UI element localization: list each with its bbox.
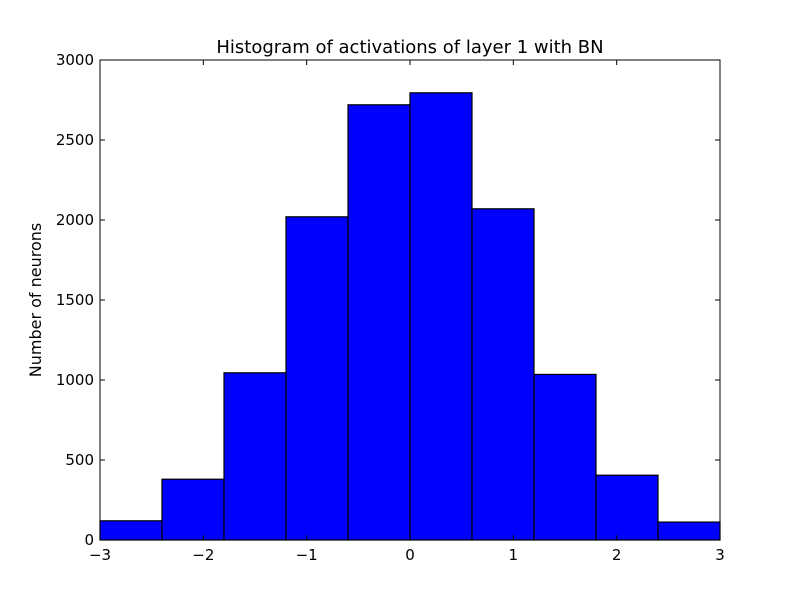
x-tick-label: 0: [405, 546, 415, 564]
histogram-bar: [533, 373, 597, 541]
y-tick-label: 500: [65, 451, 94, 469]
y-tick-label: 1000: [56, 371, 94, 389]
x-tick-label: 3: [715, 546, 725, 564]
y-tick-label: 2000: [56, 211, 94, 229]
histogram-bar: [347, 104, 411, 541]
histogram-bar: [99, 520, 163, 541]
x-tick-label: 2: [612, 546, 622, 564]
histogram-bar: [657, 521, 721, 541]
histogram-bar: [223, 372, 287, 541]
histogram-bar: [595, 474, 659, 541]
y-axis-label: Number of neurons: [26, 223, 45, 377]
histogram-bar: [285, 216, 349, 541]
y-tick-label: 2500: [56, 131, 94, 149]
y-tick-label: 1500: [56, 291, 94, 309]
histogram-bar: [409, 92, 473, 541]
ticks-group: −3 −2 −1 0 1 2 3 0 500 1000 1500 2000 2500 3000: [56, 51, 725, 564]
chart-title: Histogram of activations of layer 1 with…: [216, 37, 603, 58]
x-tick-label: −2: [192, 546, 214, 564]
x-tick-label: 1: [509, 546, 519, 564]
bars-group: [99, 92, 721, 541]
y-tick-label: 0: [84, 531, 94, 549]
x-tick-label: −1: [296, 546, 318, 564]
plot-frame: [99, 59, 721, 541]
y-tick-label: 3000: [56, 51, 94, 69]
histogram-bar: [161, 478, 225, 541]
histogram-bar: [471, 208, 535, 541]
x-tick-label: −3: [89, 546, 111, 564]
